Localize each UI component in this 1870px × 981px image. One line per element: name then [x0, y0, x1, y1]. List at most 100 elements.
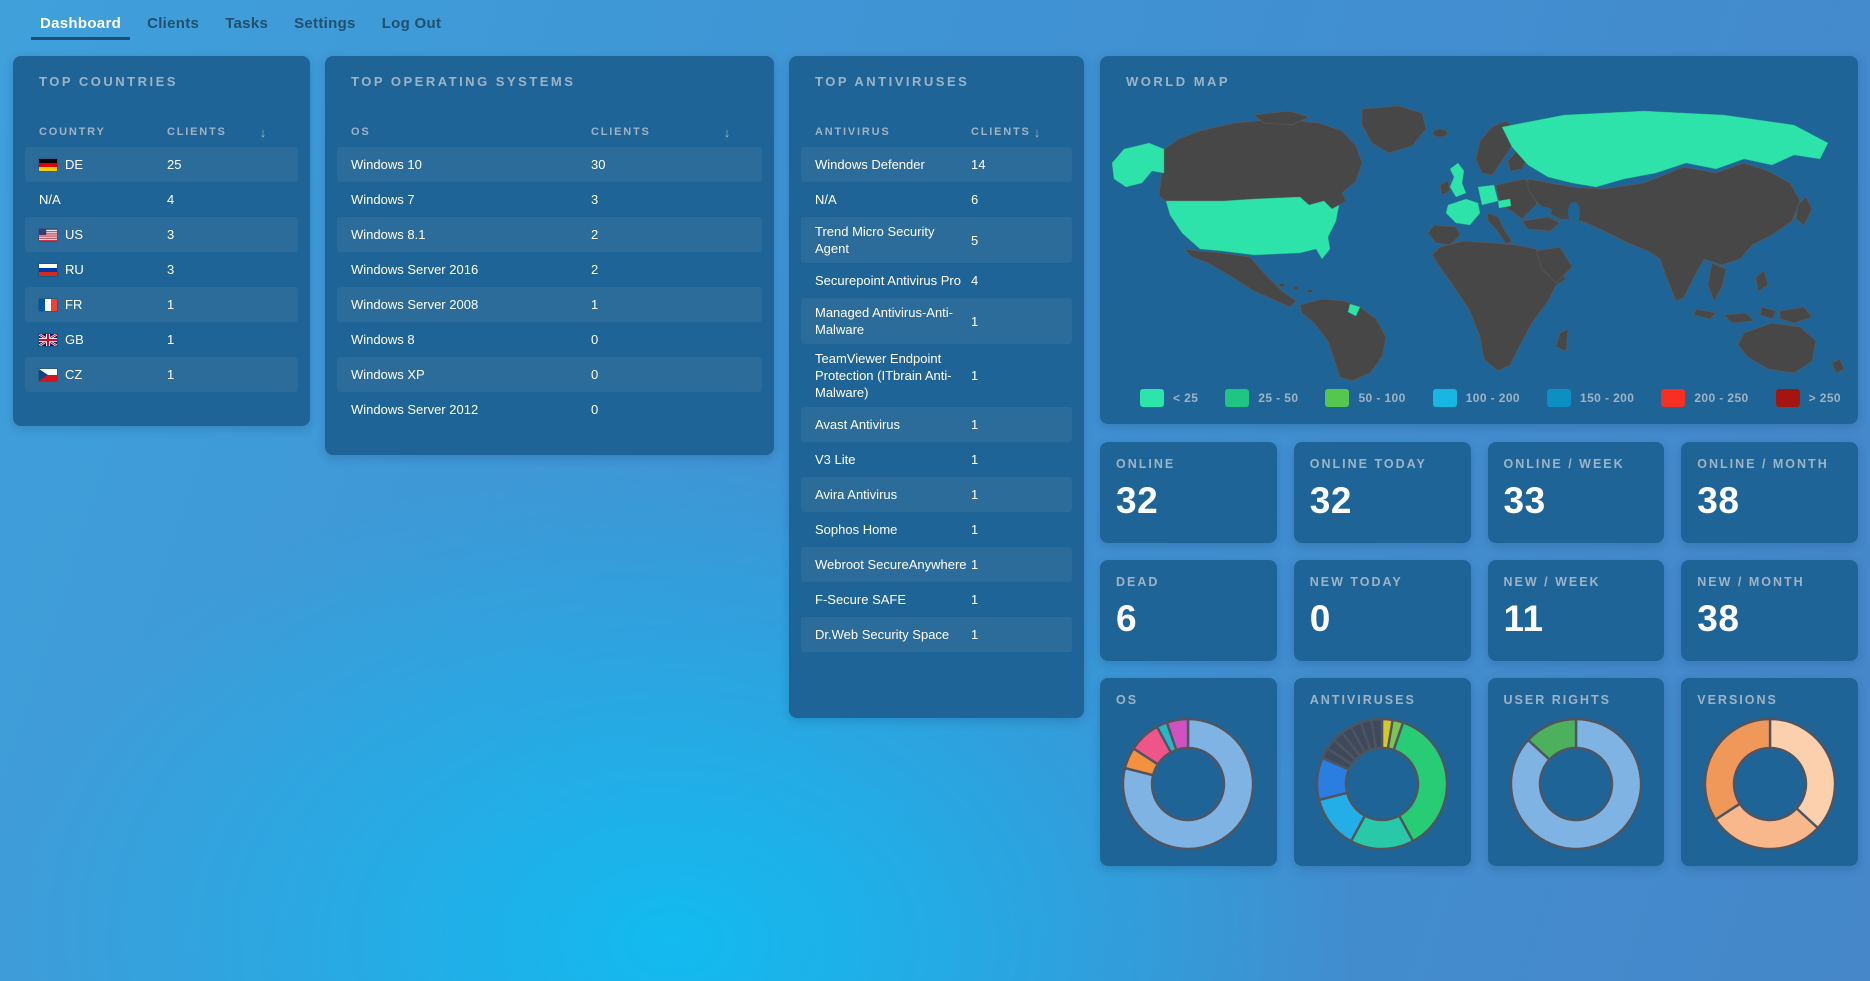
sort-descending-icon[interactable]: ↓: [723, 124, 732, 140]
legend-swatch: [1140, 389, 1164, 407]
table-row: N/A 6: [801, 182, 1072, 217]
map-landmass-iceland: [1432, 128, 1448, 138]
clients-count: 1: [167, 332, 175, 347]
table-row: Dr.Web Security Space 1: [801, 617, 1072, 652]
nav-item-log-out[interactable]: Log Out: [381, 14, 442, 32]
cell-label: Windows Server 2008: [351, 297, 479, 312]
map-landmass-japan: [1795, 196, 1813, 226]
stat-value: 0: [1309, 598, 1331, 639]
table-row: Windows Server 2016 2: [337, 252, 762, 287]
table-header: OS CLIENTS ↓: [337, 119, 762, 145]
stat-value: 6: [1116, 598, 1138, 639]
cell-label: GB: [65, 332, 84, 347]
cell-label: Dr.Web Security Space: [815, 627, 950, 642]
name-cell: Managed Antivirus-Anti-Malware: [815, 304, 971, 338]
legend-swatch: [1547, 389, 1572, 407]
nav-item-settings[interactable]: Settings: [294, 14, 356, 32]
donut-chart-os: [1122, 717, 1255, 851]
country-cell: RU: [39, 261, 167, 278]
nav-item-dashboard[interactable]: Dashboard: [30, 14, 131, 40]
map-country-de: [1477, 184, 1499, 206]
map-landmass-south-america: [1299, 298, 1387, 382]
name-cell: Windows Defender: [815, 156, 971, 173]
donut-segment: [1526, 717, 1578, 761]
map-landmass-arabia: [1535, 246, 1573, 284]
nav-item-tasks[interactable]: Tasks: [225, 14, 269, 32]
sort-descending-icon[interactable]: ↓: [259, 124, 268, 140]
name-cell: Dr.Web Security Space: [815, 626, 971, 643]
table-row: F-Secure SAFE 1: [801, 582, 1072, 617]
nav-item-clients[interactable]: Clients: [147, 14, 200, 32]
stat-value: 38: [1697, 480, 1740, 521]
cell-label: Avast Antivirus: [815, 417, 901, 432]
cell-label: TeamViewer Endpoint Protection (ITbrain …: [815, 351, 952, 400]
stat-card-online: ONLINE 32: [1100, 442, 1277, 543]
clients-count: 1: [971, 487, 979, 502]
donut-segment: [1166, 717, 1190, 752]
map-landmass-ireland: [1439, 180, 1451, 196]
col-clients[interactable]: CLIENTS: [167, 126, 227, 138]
clients-count: 1: [971, 368, 979, 383]
legend-label: 150 - 200: [1580, 391, 1635, 405]
name-cell: Windows 8.1: [351, 226, 591, 243]
name-cell: Trend Micro Security Agent: [815, 223, 971, 257]
name-cell: F-Secure SAFE: [815, 591, 971, 608]
stat-label: NEW / MONTH: [1697, 575, 1805, 589]
name-cell: Avast Antivirus: [815, 416, 971, 433]
cell-label: V3 Lite: [815, 452, 856, 467]
world-map: [1111, 105, 1845, 382]
cell-label: Windows 8.1: [351, 227, 426, 242]
table-row: DE 25: [25, 147, 298, 182]
stat-card-new-today: NEW TODAY 0: [1293, 560, 1471, 661]
chart-title: OS: [1116, 693, 1139, 707]
name-cell: Windows 10: [351, 156, 591, 173]
cell-label: Webroot SecureAnywhere: [815, 557, 967, 572]
cell-label: Sophos Home: [815, 522, 898, 537]
sort-descending-icon[interactable]: ↓: [1033, 124, 1042, 140]
col-country[interactable]: COUNTRY: [39, 126, 106, 138]
col-antivirus[interactable]: ANTIVIRUS: [815, 126, 891, 138]
country-cell: CZ: [39, 366, 167, 383]
flag-fr-icon: [39, 298, 57, 311]
cell-label: Windows Server 2012: [351, 402, 479, 417]
clients-count: 0: [591, 402, 599, 417]
map-country-cz: [1497, 198, 1512, 209]
panel-title: WORLD MAP: [1126, 74, 1231, 89]
cell-label: RU: [65, 262, 84, 277]
legend-swatch: [1325, 389, 1350, 407]
table-row: Avira Antivirus 1: [801, 477, 1072, 512]
stat-value: 32: [1309, 480, 1352, 521]
col-clients[interactable]: CLIENTS: [591, 126, 651, 138]
name-cell: Sophos Home: [815, 521, 971, 538]
legend-swatch: [1661, 389, 1686, 407]
legend-item: 100 - 200: [1432, 389, 1520, 407]
map-black-sea: [1530, 206, 1552, 216]
name-cell: Windows Server 2016: [351, 261, 591, 278]
clients-count: 1: [591, 297, 599, 312]
cell-label: Trend Micro Security Agent: [815, 224, 935, 256]
country-cell: N/A: [39, 191, 167, 208]
col-os[interactable]: OS: [351, 126, 371, 138]
table-row: Managed Antivirus-Anti-Malware 1: [801, 298, 1072, 344]
clients-count: 1: [971, 522, 979, 537]
clients-count: 14: [971, 157, 986, 172]
map-landmass-greenland: [1361, 105, 1427, 154]
table-row: Windows 8.1 2: [337, 217, 762, 252]
col-clients[interactable]: CLIENTS: [971, 126, 1031, 138]
panel-title: TOP ANTIVIRUSES: [815, 74, 970, 89]
table-header: ANTIVIRUS CLIENTS ↓: [801, 119, 1072, 145]
table-row: Windows 8 0: [337, 322, 762, 357]
table-row: RU 3: [25, 252, 298, 287]
name-cell: V3 Lite: [815, 451, 971, 468]
table-row: Windows Server 2012 0: [337, 392, 762, 427]
clients-count: 0: [591, 367, 599, 382]
stat-value: 11: [1503, 598, 1544, 639]
panel-world-map: WORLD MAP: [1100, 56, 1858, 424]
map-landmass-africa: [1431, 240, 1567, 372]
chart-card-versions: VERSIONS: [1681, 678, 1858, 866]
panel-top-countries: TOP COUNTRIES COUNTRY CLIENTS ↓ DE 25 N/A 4…: [13, 56, 310, 426]
donut-segment: [1370, 717, 1384, 750]
countries-table: DE 25 N/A 4 US 3 RU 3 FR 1 GB 1 CZ 1: [25, 147, 298, 392]
chart-card-user-rights: USER RIGHTS: [1487, 678, 1665, 866]
table-row: CZ 1: [25, 357, 298, 392]
